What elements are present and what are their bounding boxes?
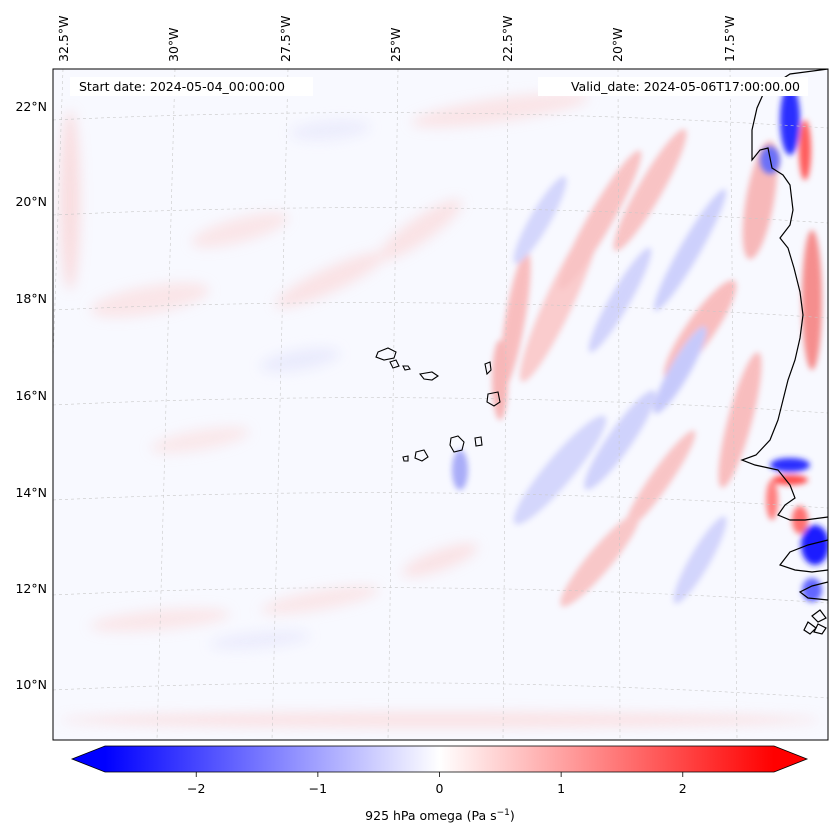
colorbar-variable: 925 hPa omega — [365, 808, 462, 823]
lon-label: 17.5°W — [722, 16, 737, 62]
colorbar-ticks: −2 −1 0 1 2 — [187, 772, 687, 796]
graticule — [53, 69, 828, 740]
lat-label: 16°N — [15, 388, 47, 403]
colorbar-gradient — [105, 746, 774, 772]
longitude-labels: 32.5°W 30°W 27.5°W 25°W 22.5°W 20°W 17.5… — [56, 16, 737, 62]
lon-label: 20°W — [610, 27, 625, 62]
colorbar-tick-label: −1 — [309, 781, 327, 796]
map-frame — [52, 68, 829, 741]
colorbar-min-extend — [72, 746, 105, 772]
map-background — [53, 69, 828, 740]
lon-label: 25°W — [388, 27, 403, 62]
colorbar-tick-label: −2 — [187, 781, 205, 796]
lon-label: 32.5°W — [56, 16, 71, 62]
colorbar-tick-label: 0 — [436, 781, 444, 796]
colorbar: −2 −1 0 1 2 925 hPa omega (Pa s−1) — [70, 745, 809, 823]
colorbar-tick-label: 2 — [679, 781, 687, 796]
valid-date-box — [538, 77, 808, 96]
start-date-label: Start date: 2024-05-04_00:00:00 — [79, 79, 285, 94]
lat-label: 18°N — [15, 291, 47, 306]
lat-label: 12°N — [15, 581, 47, 596]
colorbar-units-exponent: −1 — [497, 808, 510, 818]
lon-label: 27.5°W — [278, 16, 293, 62]
lon-label: 22.5°W — [500, 16, 515, 62]
lat-label: 20°N — [15, 194, 47, 209]
colorbar-tick-label: 1 — [557, 781, 565, 796]
omega-field — [60, 85, 828, 728]
coastline — [740, 69, 828, 635]
latitude-labels: 22°N 20°N 18°N 16°N 14°N 12°N 10°N — [15, 99, 47, 692]
lat-label: 10°N — [15, 677, 47, 692]
lat-label: 14°N — [15, 485, 47, 500]
lon-label: 30°W — [166, 27, 181, 62]
lat-label: 22°N — [15, 99, 47, 114]
colorbar-outline — [70, 745, 809, 773]
map-panel: Start date: 2024-05-04_00:00:00 Valid_da… — [52, 68, 829, 741]
colorbar-units: Pa s — [472, 808, 497, 823]
start-date-box — [70, 77, 313, 96]
valid-date-label: Valid_date: 2024-05-06T17:00:00.00 — [571, 79, 800, 94]
cabo-verde-islands — [375, 347, 501, 462]
colorbar-label: 925 hPa omega (Pa s−1) — [365, 808, 515, 823]
colorbar-max-extend — [774, 746, 807, 772]
